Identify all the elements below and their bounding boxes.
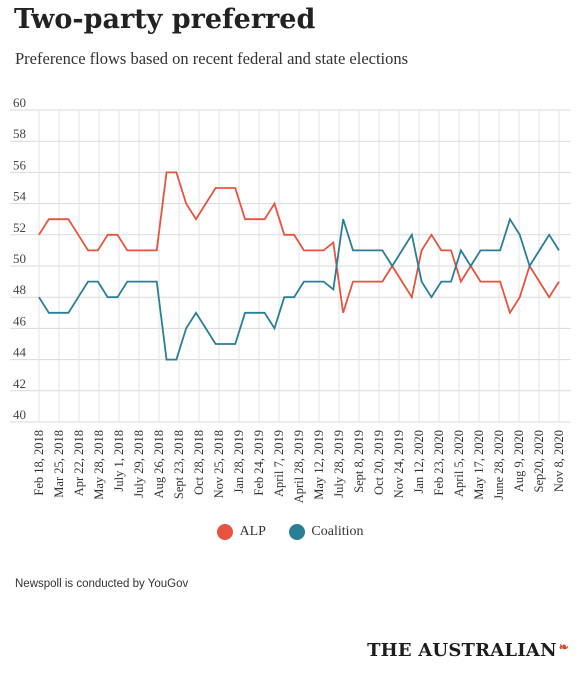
chart-legend: ALP Coalition — [0, 524, 581, 540]
x-tick-label: Nov 25, 2018 — [212, 430, 226, 498]
x-tick-label: Aug 9, 2020 — [512, 430, 526, 492]
brand-wordmark: THE AUSTRALIAN — [367, 640, 557, 661]
y-tick-label: 40 — [13, 407, 26, 422]
x-tick-label: Feb 23, 2020 — [432, 430, 446, 496]
x-tick-label: May 12, 2019 — [312, 430, 326, 500]
y-tick-label: 56 — [13, 157, 27, 172]
coalition-legend-swatch — [289, 524, 306, 540]
chart-title: Two-party preferred — [14, 4, 316, 35]
x-tick-label: Sept 23, 2018 — [172, 430, 186, 499]
x-tick-label: April 28, 2019 — [292, 430, 306, 503]
y-tick-label: 58 — [13, 126, 26, 141]
x-tick-label: Oct 28, 2018 — [192, 430, 206, 495]
x-tick-label: Sept 8, 2019 — [352, 430, 366, 493]
x-tick-label: Sep20, 2020 — [532, 430, 546, 493]
x-tick-label: Nov 24, 2019 — [392, 430, 406, 498]
source-note: Newspoll is conducted by YouGov — [15, 578, 189, 590]
brand-logo[interactable]: THE AUSTRALIAN ❧ — [367, 640, 569, 661]
coalition-legend-label: Coalition — [311, 524, 364, 539]
y-tick-label: 42 — [13, 376, 26, 391]
x-tick-label: July 28, 2019 — [332, 430, 346, 498]
y-tick-label: 44 — [13, 345, 27, 360]
x-tick-label: June 28, 2020 — [492, 430, 506, 500]
x-tick-label: April 5, 2020 — [452, 430, 466, 497]
x-tick-label: Apr 22, 2018 — [72, 430, 86, 496]
x-tick-label: July 29, 2018 — [132, 430, 146, 498]
y-tick-label: 54 — [13, 189, 27, 204]
x-tick-label: May 17, 2020 — [472, 430, 486, 500]
x-tick-label: Aug 26, 2018 — [152, 430, 166, 498]
x-tick-label: Mar 25, 2018 — [52, 430, 66, 498]
legend-item-alp[interactable]: ALP — [217, 524, 266, 540]
x-tick-label: Oct 20, 2019 — [372, 430, 386, 495]
x-tick-label: July 1, 2018 — [112, 430, 126, 491]
chart-subtitle: Preference flows based on recent federal… — [15, 49, 409, 68]
alp-series-line — [38, 171, 560, 315]
line-chart: 40 42 44 46 48 50 52 54 56 58 60 Feb 18, 2018 Mar 25… — [10, 95, 571, 503]
alp-legend-swatch — [217, 524, 234, 540]
y-tick-label: 60 — [13, 95, 26, 110]
x-tick-label: Feb 18, 2018 — [32, 430, 46, 496]
coalition-series-line — [38, 217, 560, 361]
flame-icon: ❧ — [558, 640, 569, 654]
x-tick-label: Jan 12, 2020 — [412, 430, 426, 494]
x-tick-label: May 28, 2018 — [92, 430, 106, 500]
legend-item-coalition[interactable]: Coalition — [289, 524, 364, 540]
alp-legend-label: ALP — [239, 524, 266, 539]
x-tick-label: Nov 8, 2020 — [552, 430, 566, 492]
x-tick-label: Feb 24, 2019 — [252, 430, 266, 496]
x-tick-label: April 7, 2019 — [272, 430, 286, 497]
x-tick-label: Jan 28, 2019 — [232, 430, 246, 494]
y-tick-label: 48 — [13, 282, 26, 297]
y-tick-label: 46 — [13, 313, 27, 328]
y-tick-label: 50 — [13, 251, 26, 266]
y-tick-label: 52 — [13, 220, 26, 235]
